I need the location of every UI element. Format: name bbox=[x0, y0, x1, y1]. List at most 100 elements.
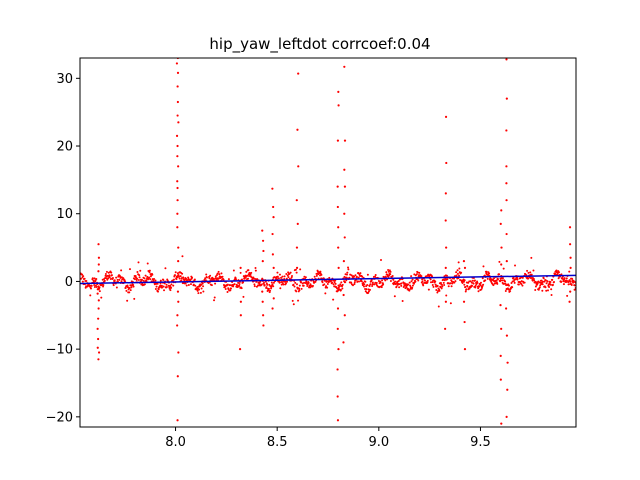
scatter-point bbox=[557, 271, 560, 274]
scatter-point bbox=[444, 327, 447, 330]
scatter-point bbox=[527, 271, 530, 274]
scatter-point bbox=[124, 286, 127, 289]
scatter-point bbox=[500, 422, 503, 425]
scatter-point bbox=[521, 284, 524, 287]
scatter-point bbox=[323, 283, 326, 286]
scatter-point bbox=[505, 199, 508, 202]
scatter-point bbox=[313, 275, 316, 278]
scatter-point bbox=[176, 114, 179, 117]
scatter-point bbox=[265, 286, 268, 289]
scatter-point bbox=[337, 348, 340, 351]
scatter-point bbox=[156, 282, 159, 285]
scatter-point bbox=[213, 296, 216, 299]
scatter-point bbox=[445, 246, 448, 249]
scatter-point bbox=[191, 276, 194, 279]
scatter-point bbox=[505, 97, 508, 100]
scatter-point bbox=[411, 286, 414, 289]
scatter-point bbox=[263, 284, 266, 287]
scatter-point bbox=[163, 289, 166, 292]
scatter-point bbox=[286, 280, 289, 283]
scatter-point bbox=[159, 282, 162, 285]
scatter-point bbox=[194, 284, 197, 287]
scatter-point bbox=[93, 283, 96, 286]
scatter-point bbox=[509, 290, 512, 293]
scatter-point bbox=[440, 287, 443, 290]
scatter-point bbox=[492, 284, 495, 287]
scatter-point bbox=[560, 280, 563, 283]
scatter-point bbox=[295, 283, 298, 286]
scatter-point bbox=[464, 286, 467, 288]
scatter-point bbox=[97, 256, 101, 259]
scatter-point bbox=[366, 273, 369, 276]
scatter-point bbox=[285, 273, 288, 276]
scatter-point bbox=[369, 283, 372, 286]
scatter-point bbox=[436, 285, 439, 288]
scatter-point bbox=[148, 276, 151, 279]
scatter-point bbox=[401, 300, 404, 303]
scatter-point bbox=[295, 246, 299, 249]
scatter-point bbox=[105, 270, 108, 273]
scatter-point bbox=[569, 243, 572, 246]
scatter-point bbox=[351, 284, 354, 287]
scatter-point bbox=[485, 270, 488, 273]
scatter-point bbox=[193, 278, 196, 281]
scatter-point bbox=[125, 289, 128, 292]
scatter-point bbox=[516, 277, 519, 280]
scatter-point bbox=[214, 275, 217, 278]
y-tick-label: −10 bbox=[46, 343, 73, 358]
scatter-point bbox=[527, 277, 530, 280]
scatter-point bbox=[557, 277, 560, 280]
scatter-point bbox=[336, 327, 339, 330]
scatter-point bbox=[97, 299, 100, 302]
scatter-point bbox=[172, 278, 175, 281]
scatter-point bbox=[570, 284, 573, 287]
scatter-point bbox=[253, 283, 256, 286]
scatter-point bbox=[457, 261, 460, 264]
scatter-point bbox=[97, 263, 100, 266]
scatter-point bbox=[163, 282, 166, 285]
scatter-point bbox=[340, 281, 343, 284]
scatter-point bbox=[562, 283, 565, 286]
scatter-point bbox=[551, 283, 554, 286]
scatter-point bbox=[111, 277, 114, 280]
scatter-point bbox=[408, 281, 411, 284]
scatter-point bbox=[441, 285, 444, 288]
scatter-point bbox=[136, 277, 139, 280]
scatter-point bbox=[258, 282, 261, 285]
scatter-point bbox=[261, 229, 264, 232]
scatter-point bbox=[362, 285, 365, 288]
scatter-point bbox=[233, 283, 236, 286]
scatter-point bbox=[341, 287, 344, 290]
scatter-point bbox=[343, 275, 346, 278]
scatter-point bbox=[479, 284, 482, 287]
scatter-point bbox=[542, 277, 545, 280]
scatter-point bbox=[440, 283, 443, 286]
scatter-point bbox=[534, 288, 537, 291]
scatter-point bbox=[336, 368, 339, 371]
scatter-point bbox=[302, 284, 305, 287]
scatter-point bbox=[364, 288, 367, 291]
scatter-point bbox=[435, 288, 438, 291]
scatter-point bbox=[143, 283, 146, 286]
x-tick-label: 9.0 bbox=[368, 435, 389, 450]
scatter-point bbox=[449, 302, 452, 305]
scatter-point bbox=[95, 277, 98, 280]
scatter-point bbox=[437, 305, 440, 308]
scatter-point bbox=[176, 100, 179, 104]
scatter-point bbox=[201, 282, 204, 285]
scatter-point bbox=[484, 279, 487, 282]
y-tick-label: −20 bbox=[46, 410, 73, 425]
scatter-point bbox=[530, 256, 533, 259]
scatter-point bbox=[262, 324, 265, 327]
scatter-point bbox=[387, 270, 390, 273]
scatter-point bbox=[379, 281, 382, 284]
scatter-point bbox=[506, 388, 509, 391]
scatter-point bbox=[410, 280, 413, 283]
scatter-point bbox=[176, 212, 179, 215]
scatter-point bbox=[546, 280, 549, 283]
scatter-point bbox=[373, 275, 376, 278]
scatter-point bbox=[97, 307, 100, 310]
scatter-point bbox=[172, 284, 175, 287]
scatter-point bbox=[192, 283, 195, 286]
